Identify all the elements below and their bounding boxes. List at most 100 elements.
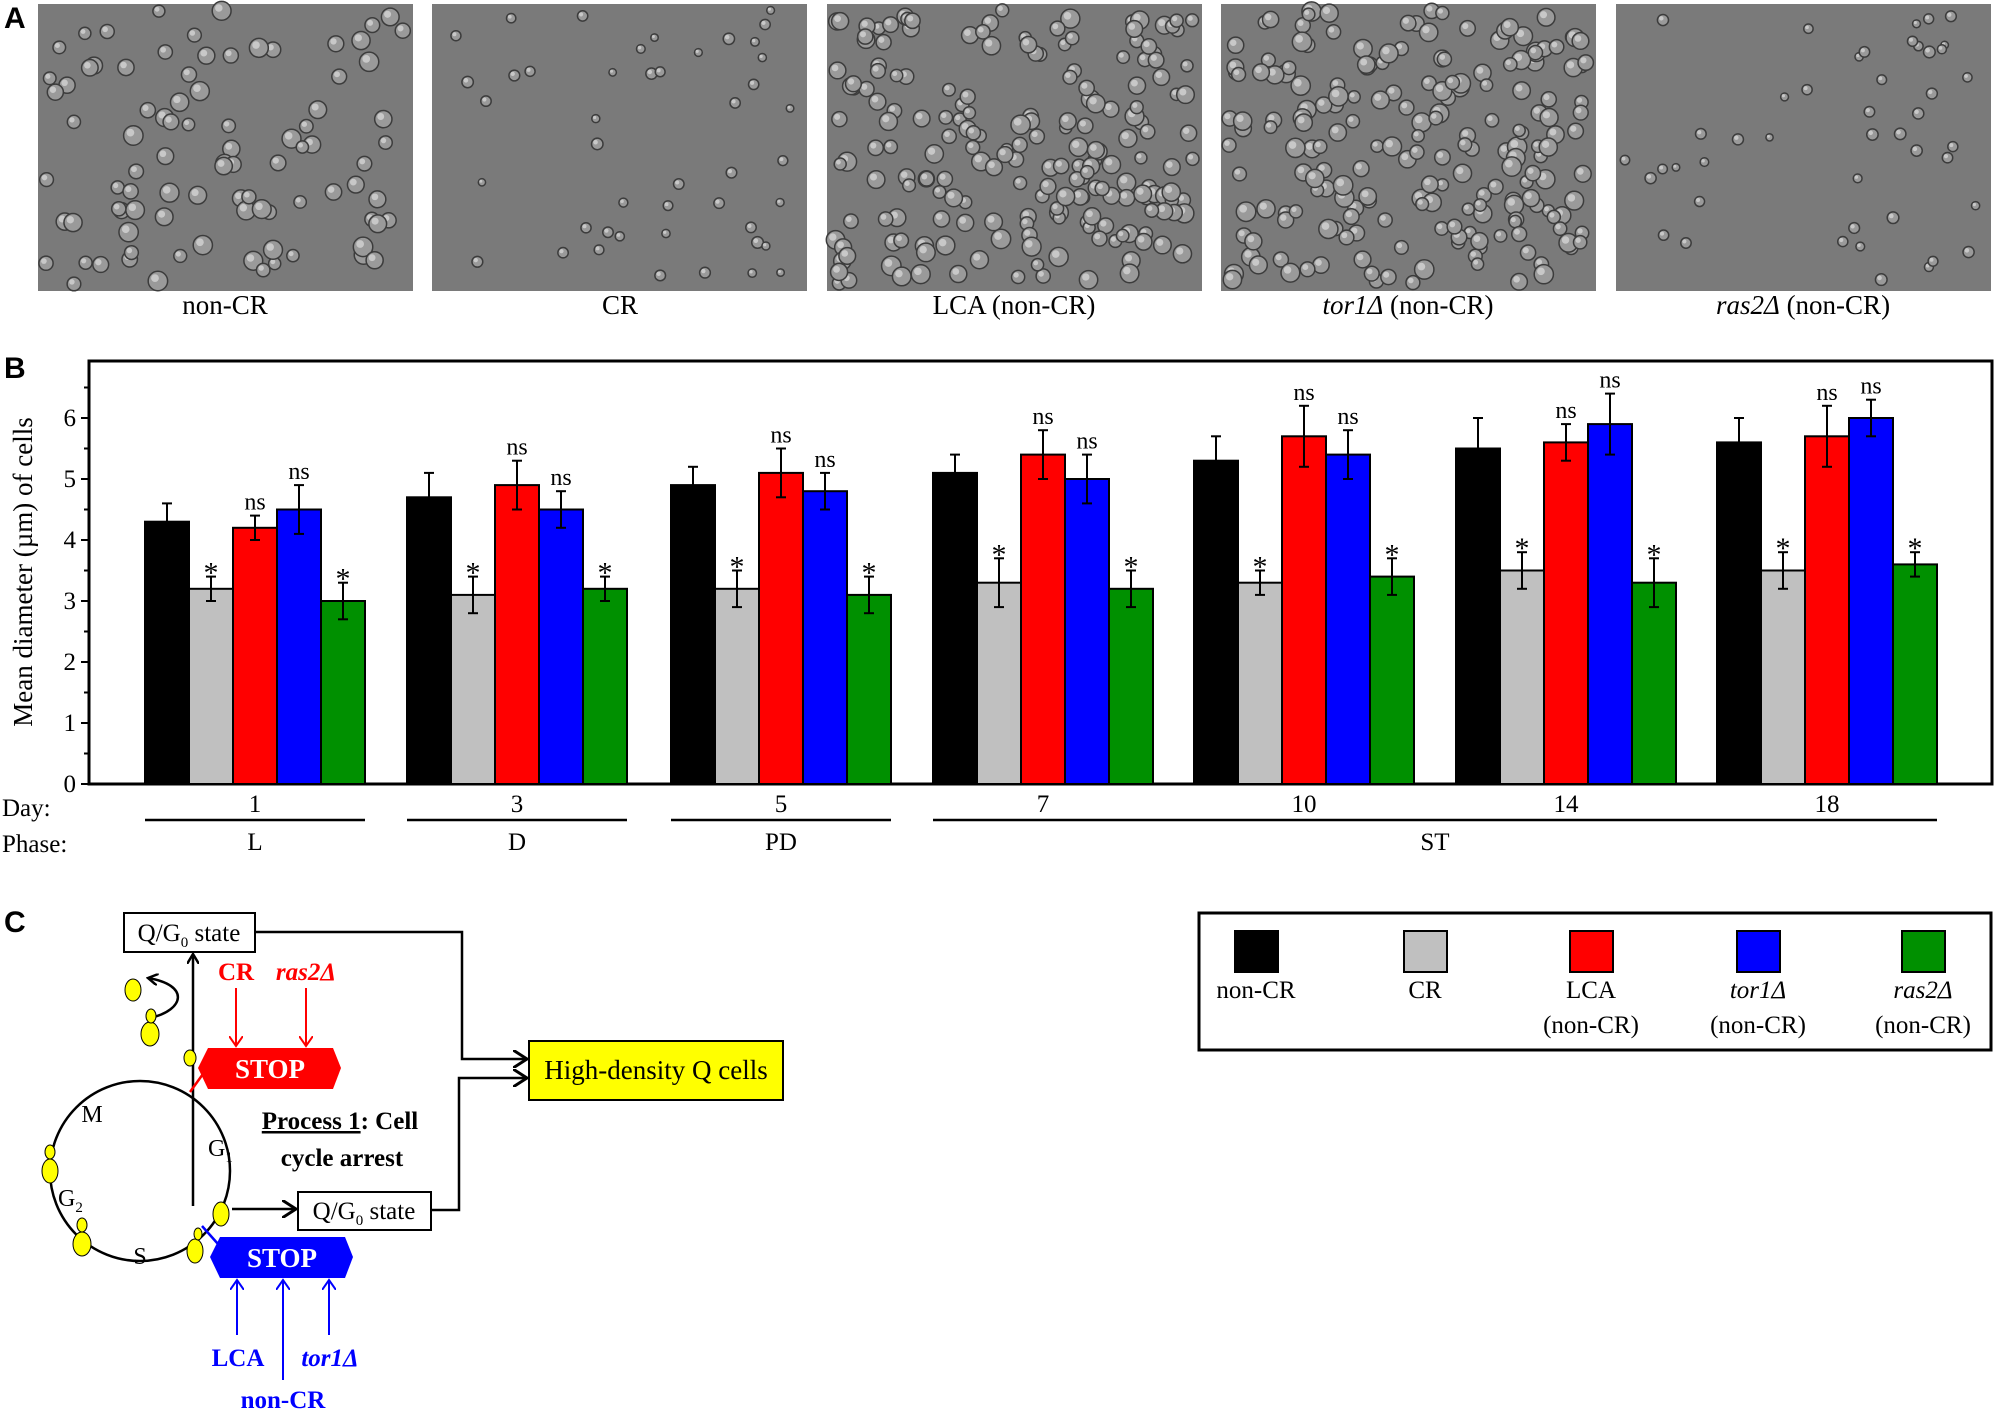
- cell: [1076, 117, 1094, 135]
- cell: [698, 266, 712, 279]
- cell-highlight: [246, 254, 255, 262]
- cell: [117, 58, 135, 77]
- cell: [365, 250, 384, 270]
- cell: [480, 95, 492, 108]
- cell-highlight: [1533, 107, 1540, 114]
- cell: [1503, 194, 1525, 216]
- budding-arrow: [148, 978, 179, 1020]
- cell-highlight: [1239, 204, 1248, 213]
- cell: [125, 200, 146, 221]
- cell-highlight: [1539, 11, 1548, 19]
- cell-highlight: [1315, 141, 1321, 148]
- cell-highlight: [1071, 140, 1080, 149]
- significance-label: ns: [1599, 368, 1620, 394]
- cell: [869, 62, 887, 80]
- cell-highlight: [885, 19, 892, 26]
- cell-highlight: [1514, 126, 1520, 132]
- cell: [1446, 218, 1463, 235]
- cell-highlight: [1150, 54, 1157, 61]
- cell-highlight: [1042, 180, 1049, 188]
- cell-highlight: [1100, 220, 1107, 227]
- cell: [1910, 144, 1923, 157]
- cell: [46, 83, 65, 101]
- cell: [614, 231, 626, 242]
- cell-highlight: [1438, 180, 1444, 186]
- cell: [661, 228, 671, 239]
- cell-highlight: [1396, 242, 1403, 249]
- cell-highlight: [1382, 46, 1390, 55]
- cell-highlight: [113, 182, 119, 189]
- cell-highlight: [507, 14, 512, 19]
- cell-highlight: [479, 179, 483, 183]
- cell: [1962, 245, 1975, 259]
- cell: [844, 75, 863, 93]
- cell: [1251, 63, 1271, 82]
- cell-highlight: [977, 26, 984, 33]
- cell-highlight: [1322, 6, 1331, 15]
- cell-highlight: [895, 269, 903, 278]
- cell-highlight: [1094, 233, 1101, 240]
- cell-highlight: [1925, 47, 1930, 53]
- cell: [1381, 136, 1403, 157]
- cell-highlight: [651, 34, 655, 38]
- cell-highlight: [1229, 61, 1237, 69]
- cell-highlight: [1537, 267, 1545, 276]
- cell-highlight: [1074, 191, 1082, 198]
- cell-highlight: [988, 161, 995, 169]
- cell: [1291, 31, 1313, 53]
- cell-highlight: [1396, 43, 1403, 50]
- cell: [1370, 139, 1384, 154]
- significance-label: ns: [506, 435, 527, 461]
- y-tick-label: 1: [64, 710, 77, 737]
- cell-highlight: [1302, 264, 1309, 271]
- cell: [924, 144, 945, 164]
- cell-highlight: [927, 147, 936, 155]
- cell-highlight: [919, 245, 927, 254]
- cell: [66, 276, 82, 292]
- cell: [893, 232, 910, 249]
- cell: [222, 47, 240, 64]
- cell-highlight: [126, 128, 135, 137]
- cell: [672, 178, 685, 191]
- cell: [324, 183, 343, 201]
- cell: [189, 80, 211, 102]
- cell-highlight: [835, 159, 841, 165]
- cell-highlight: [1079, 120, 1086, 127]
- cell: [139, 101, 157, 119]
- cell: [248, 37, 270, 59]
- cell: [654, 269, 667, 282]
- cell: [693, 47, 704, 58]
- cell-highlight: [1505, 59, 1511, 66]
- bar-cr-day-14: [1499, 569, 1545, 785]
- cell-highlight: [1025, 240, 1033, 248]
- cell-highlight: [1805, 25, 1809, 30]
- cell-highlight: [371, 193, 379, 201]
- cell: [394, 22, 412, 39]
- cell: [1435, 5, 1450, 21]
- cell-highlight: [1015, 178, 1021, 184]
- cell-highlight: [1682, 239, 1687, 244]
- cell: [1922, 45, 1936, 59]
- cell-highlight: [225, 50, 232, 57]
- cell: [1876, 74, 1888, 86]
- cell-highlight: [1288, 141, 1297, 149]
- cell-highlight: [1374, 93, 1382, 101]
- cell-highlight: [69, 117, 75, 123]
- cell: [650, 33, 659, 43]
- cell-highlight: [1067, 33, 1073, 39]
- day-label: 7: [1037, 791, 1050, 818]
- cell-highlight: [267, 44, 274, 51]
- cell: [1064, 30, 1080, 46]
- cell: [1185, 13, 1200, 28]
- cell-highlight: [663, 230, 667, 234]
- cell: [1459, 19, 1477, 37]
- cell-highlight: [715, 199, 720, 204]
- cell-highlight: [1158, 19, 1166, 27]
- cell: [1508, 214, 1523, 229]
- cell: [1356, 55, 1376, 75]
- significance-label: ns: [814, 447, 835, 473]
- cell-highlight: [1422, 25, 1430, 34]
- cell-highlight: [1413, 131, 1419, 137]
- cell-highlight: [473, 257, 478, 263]
- cell: [1140, 37, 1158, 55]
